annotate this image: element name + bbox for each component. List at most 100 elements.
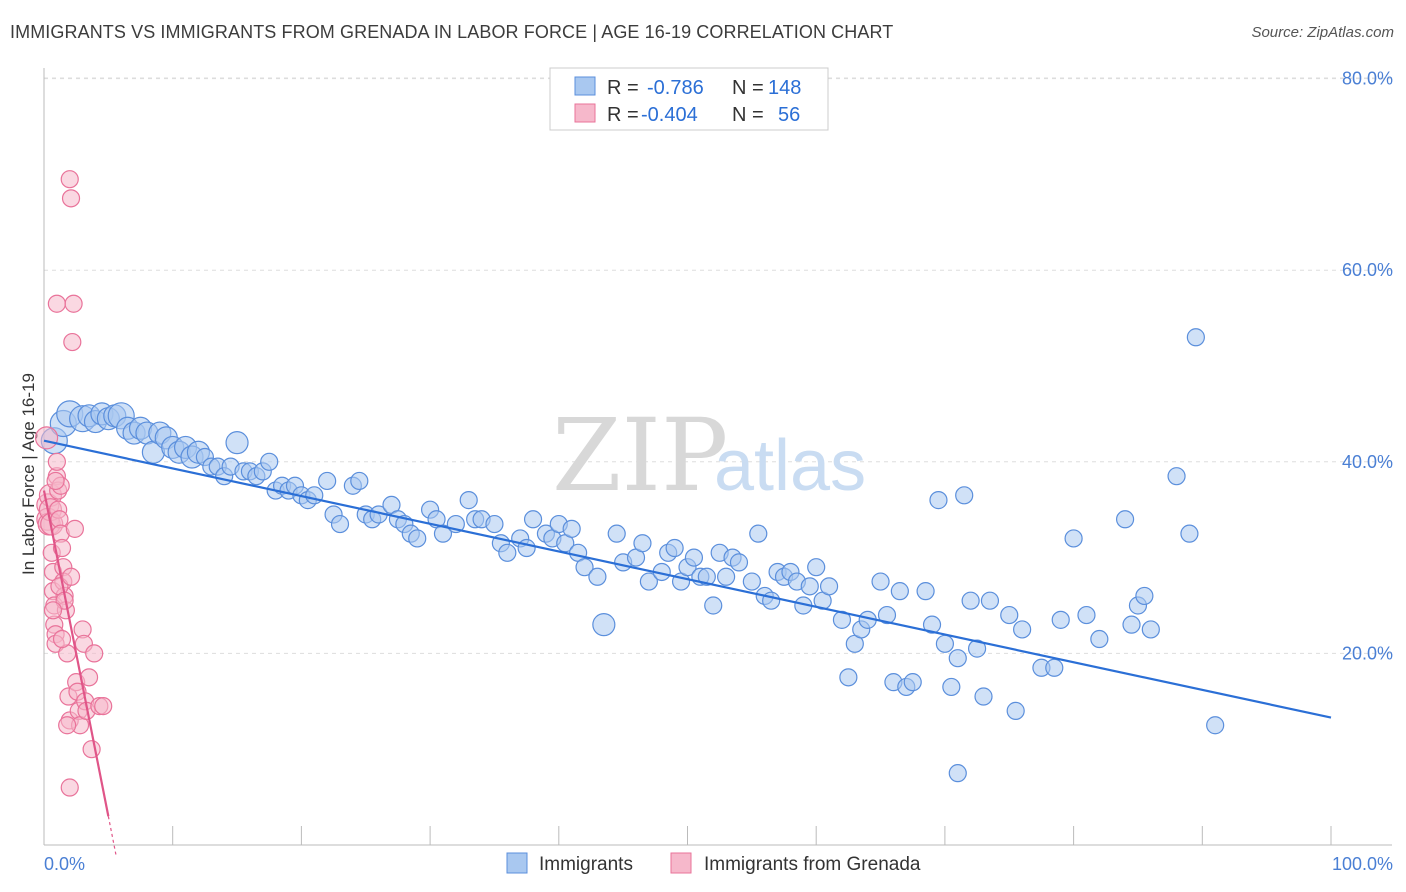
grenada-point bbox=[46, 471, 65, 491]
source-label: Source: ZipAtlas.com bbox=[1251, 24, 1394, 41]
immigrants-point bbox=[955, 486, 974, 505]
immigrants-point bbox=[942, 677, 961, 697]
immigrants-point bbox=[800, 577, 819, 596]
bottom-legend-swatch-pink bbox=[670, 852, 692, 874]
grenada-point bbox=[47, 452, 66, 471]
immigrants-point bbox=[916, 582, 935, 601]
immigrants-point bbox=[684, 548, 704, 567]
y-tick-label-40: 40.0% bbox=[1342, 452, 1393, 472]
immigrants-point bbox=[318, 471, 337, 491]
immigrants-point bbox=[562, 519, 581, 538]
bottom-legend-label-immigrants: Immigrants bbox=[539, 854, 633, 875]
legend: R = -0.786 N = 148 R = -0.404 N = 56 bbox=[549, 67, 829, 131]
immigrants-point bbox=[1141, 620, 1160, 639]
grenada-point bbox=[43, 601, 63, 620]
watermark-atlas: atlas bbox=[714, 426, 866, 506]
bottom-legend-swatch-blue bbox=[506, 852, 528, 874]
immigrants-point bbox=[929, 491, 948, 510]
immigrants-point bbox=[903, 673, 922, 692]
immigrants-point bbox=[729, 553, 749, 572]
y-tick-label-60: 60.0% bbox=[1342, 260, 1393, 280]
grenada-point bbox=[61, 567, 81, 586]
grenada-point bbox=[58, 716, 77, 735]
immigrants-point bbox=[1167, 467, 1186, 486]
immigrants-point bbox=[890, 582, 909, 601]
immigrants-point bbox=[967, 639, 987, 658]
immigrants-point bbox=[639, 572, 658, 591]
axes bbox=[43, 68, 1392, 846]
immigrants-point bbox=[1077, 605, 1096, 625]
immigrants-point bbox=[433, 524, 453, 543]
immigrants-point bbox=[498, 543, 517, 562]
immigrants-point bbox=[1090, 629, 1109, 649]
y-axis-label: In Labor Force | Age 16-19 bbox=[19, 373, 38, 575]
immigrants-point bbox=[330, 514, 350, 534]
grenada-point bbox=[47, 294, 66, 313]
grenada-point bbox=[52, 629, 72, 649]
legend-r-value-1: -0.786 bbox=[647, 77, 704, 99]
x-tick-label-0: 0.0% bbox=[44, 854, 85, 874]
immigrants-point bbox=[408, 529, 427, 548]
immigrants-point bbox=[974, 687, 993, 706]
immigrants-point bbox=[1051, 610, 1070, 629]
bottom-legend: Immigrants Immigrants from Grenada bbox=[506, 852, 921, 875]
grenada-point bbox=[34, 426, 59, 450]
grenada-point bbox=[60, 778, 79, 797]
immigrants-point bbox=[839, 668, 858, 687]
watermark-zip: ZIP bbox=[552, 397, 728, 514]
immigrants-point bbox=[1186, 328, 1205, 347]
immigrants-point bbox=[225, 431, 249, 455]
immigrants-point bbox=[485, 514, 504, 534]
legend-r-label-1: R = bbox=[607, 77, 639, 99]
x-tick-label-100: 100.0% bbox=[1332, 854, 1393, 874]
immigrants-point bbox=[1000, 605, 1019, 625]
grid-lines bbox=[44, 77, 1392, 654]
legend-n-label-1: N = bbox=[732, 77, 764, 99]
immigrants-point bbox=[877, 605, 897, 625]
immigrants-point bbox=[1013, 620, 1032, 639]
legend-r-label-2: R = bbox=[607, 104, 639, 126]
immigrants-point bbox=[1006, 701, 1025, 720]
bottom-legend-label-grenada: Immigrants from Grenada bbox=[704, 854, 921, 875]
immigrants-point bbox=[459, 491, 478, 510]
trend-line-grenada bbox=[42, 490, 110, 817]
legend-box bbox=[549, 67, 829, 131]
immigrants-point bbox=[260, 452, 279, 471]
series-grenada bbox=[34, 170, 113, 797]
immigrants-point bbox=[523, 510, 543, 529]
grenada-point bbox=[52, 538, 72, 558]
immigrants-point bbox=[948, 764, 967, 783]
immigrants-point bbox=[807, 558, 826, 577]
immigrants-point bbox=[665, 538, 684, 558]
y-tick-label-20: 20.0% bbox=[1342, 643, 1393, 663]
legend-n-value-1: 148 bbox=[768, 77, 801, 99]
chart-title: IMMIGRANTS VS IMMIGRANTS FROM GRENADA IN… bbox=[10, 22, 894, 42]
immigrants-point bbox=[1135, 586, 1154, 606]
grenada-point bbox=[64, 294, 83, 313]
legend-n-value-2: 56 bbox=[778, 104, 800, 126]
immigrants-point bbox=[742, 572, 761, 591]
immigrants-point bbox=[1180, 524, 1199, 543]
immigrants-point bbox=[350, 471, 369, 491]
legend-r-value-2: -0.404 bbox=[641, 104, 698, 126]
immigrants-point bbox=[871, 572, 890, 591]
immigrants-point bbox=[980, 591, 1000, 610]
immigrants-point bbox=[922, 615, 942, 634]
immigrants-point bbox=[1122, 615, 1141, 634]
immigrants-point bbox=[948, 649, 967, 668]
immigrants-point bbox=[517, 538, 536, 558]
immigrants-point bbox=[633, 534, 652, 553]
immigrants-point bbox=[1206, 716, 1225, 735]
immigrants-point bbox=[961, 591, 980, 610]
immigrants-point bbox=[588, 567, 607, 586]
immigrants-point bbox=[697, 567, 716, 586]
immigrants-point bbox=[592, 613, 616, 637]
grenada-point bbox=[65, 519, 84, 538]
y-tick-label-80: 80.0% bbox=[1342, 69, 1393, 89]
grenada-point bbox=[60, 170, 79, 189]
immigrants-point bbox=[575, 558, 594, 577]
grenada-point bbox=[61, 189, 81, 208]
immigrants-point bbox=[935, 634, 955, 653]
grenada-point bbox=[82, 740, 101, 759]
